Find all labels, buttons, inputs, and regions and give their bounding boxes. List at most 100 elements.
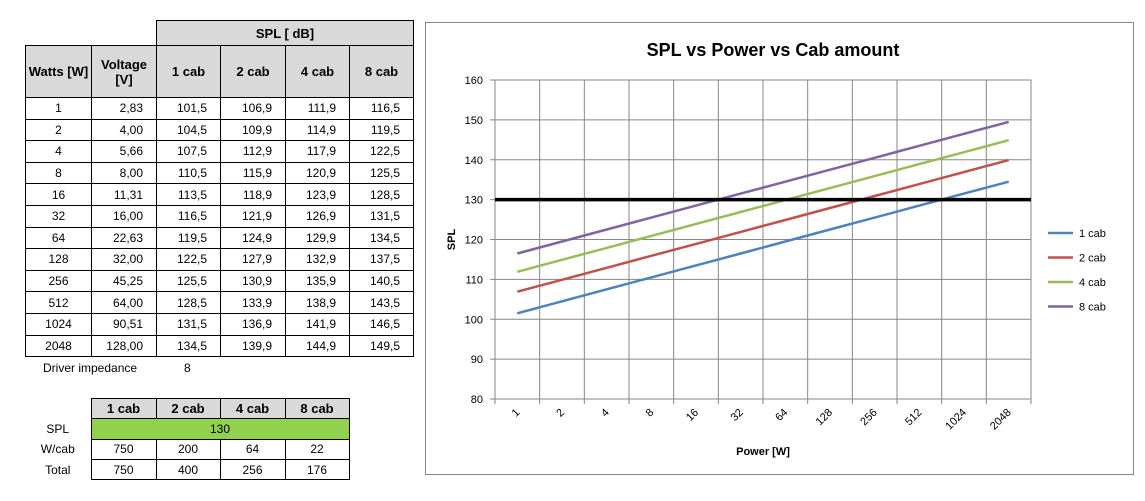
blank-cell [26, 21, 92, 46]
spl-table: SPL [ dB] Watts [W] Voltage [V] 1 cab 2 … [25, 20, 414, 358]
wcab-value: 64 [219, 438, 286, 460]
x-tick-label: 8 [644, 407, 657, 420]
y-tick-label: 80 [471, 394, 483, 406]
watts-cell: 8 [25, 161, 92, 185]
spl-cell: 112,9 [220, 140, 286, 163]
spl-cell: 139,9 [220, 334, 286, 358]
cab-header: 4 cab [285, 45, 350, 98]
spl-cell: 127,9 [220, 248, 286, 271]
x-tick-label: 1024 [943, 407, 969, 433]
spl-label: SPL [46, 421, 70, 436]
cab-header: 4 cab [219, 397, 286, 420]
legend-entry: 2 cab [1079, 253, 1106, 265]
watts-cell: 256 [25, 269, 92, 293]
spl-cell: 136,9 [220, 312, 286, 336]
spl-cell: 144,9 [285, 334, 350, 358]
x-tick-label: 16 [684, 407, 701, 424]
y-tick-label: 160 [465, 75, 483, 87]
voltage-cell: 64,00 [91, 291, 157, 314]
cab-header: 8 cab [284, 397, 350, 420]
spl-cell: 106,9 [220, 97, 286, 120]
table-row: 32 16,00 116,5 121,9 126,9 131,5 [25, 204, 414, 228]
y-tick-label: 150 [465, 115, 483, 127]
spl-cell: 128,5 [349, 183, 414, 206]
table-row: 512 64,00 128,5 133,9 138,9 143,5 [25, 291, 414, 314]
voltage-cell: 8,00 [91, 161, 157, 185]
blank-cell [92, 21, 157, 46]
spl-cell: 115,9 [220, 161, 286, 185]
spl-cell: 123,9 [285, 183, 350, 206]
table-row: 4 5,66 107,5 112,9 117,9 122,5 [25, 140, 414, 163]
cab-header: 8 cab [349, 45, 414, 98]
y-tick-label: 130 [465, 195, 483, 207]
x-tick-label: 1 [510, 407, 523, 420]
x-tick-label: 2048 [988, 407, 1014, 433]
watts-cell: 1 [25, 97, 92, 120]
cab-header: 2 cab [220, 45, 286, 98]
spl-cell: 125,5 [156, 269, 221, 293]
voltage-cell: 45,25 [91, 269, 157, 293]
impedance-label: Driver impedance [43, 361, 138, 375]
spl-cell: 114,9 [285, 118, 350, 142]
table-row: 1024 90,51 131,5 136,9 141,9 146,5 [25, 312, 414, 336]
wcab-value: 750 [90, 438, 157, 460]
total-value: 750 [90, 458, 157, 481]
x-tick-label: 2 [554, 407, 567, 420]
voltage-cell: 4,00 [91, 118, 157, 142]
spl-cell: 126,9 [285, 204, 350, 228]
voltage-header: Voltage [V] [91, 45, 157, 98]
wcab-value: 22 [284, 438, 350, 460]
legend-entry: 1 cab [1079, 228, 1106, 240]
spl-cell: 117,9 [285, 140, 350, 163]
watts-cell: 2048 [25, 334, 92, 358]
total-value: 176 [284, 458, 350, 481]
spl-cell: 131,5 [349, 204, 414, 228]
wcab-label: W/cab [40, 442, 75, 457]
voltage-cell: 5,66 [91, 140, 157, 163]
spl-cell: 141,9 [285, 312, 350, 336]
total-value: 256 [219, 458, 286, 481]
spl-cell: 107,5 [156, 140, 221, 163]
spl-chart: SPL vs Power vs Cab amount 80 90 100 110 120 1… [446, 40, 1106, 458]
watts-cell: 4 [25, 140, 92, 163]
spl-cell: 111,9 [285, 97, 350, 120]
y-tick-label: 120 [465, 235, 483, 247]
series-line-2 [516, 158, 1010, 293]
legend-entry: 8 cab [1079, 302, 1106, 314]
impedance-value: 8 [184, 361, 191, 375]
voltage-cell: 11,31 [91, 183, 157, 206]
cab-header: 1 cab [90, 397, 157, 420]
chart-area: SPL vs Power vs Cab amount 80 90 100 110 120 1… [425, 22, 1134, 475]
spl-cell: 146,5 [349, 312, 414, 336]
total-label: Total [45, 462, 71, 477]
table-row: 2048 128,00 134,5 139,9 144,9 149,5 [25, 334, 414, 358]
spl-cell: 133,9 [220, 291, 286, 314]
watts-cell: 2 [25, 118, 92, 142]
x-tick-label: 32 [729, 407, 746, 424]
spl-cell: 149,5 [349, 334, 414, 358]
spl-cell: 134,5 [156, 334, 221, 358]
x-tick-label: 256 [858, 407, 879, 428]
voltage-cell: 16,00 [91, 204, 157, 228]
spl-cell: 122,5 [349, 140, 414, 163]
voltage-cell: 2,83 [91, 97, 157, 120]
watts-cell: 128 [25, 248, 92, 271]
x-axis-label: Power [W] [736, 446, 790, 458]
watts-cell: 512 [25, 291, 92, 314]
cab-header: 2 cab [155, 397, 221, 420]
spl-cell: 130,9 [220, 269, 286, 293]
spl-cell: 120,9 [285, 161, 350, 185]
spl-cell: 134,5 [349, 226, 414, 250]
blank-cell [25, 399, 91, 419]
spl-cell: 143,5 [349, 291, 414, 314]
table-row: 1 2,83 101,5 106,9 111,9 116,5 [25, 97, 414, 120]
table-row: 8 8,00 110,5 115,9 120,9 125,5 [25, 161, 414, 185]
spl-cell: 119,5 [349, 118, 414, 142]
y-axis-label: SPL [446, 229, 458, 251]
voltage-cell: 90,51 [91, 312, 157, 336]
table-row: 16 11,31 113,5 118,9 123,9 128,5 [25, 183, 414, 206]
spl-cell: 124,9 [220, 226, 286, 250]
spl-cell: 137,5 [349, 248, 414, 271]
watts-header: Watts [W] [25, 45, 92, 98]
spl-cell: 113,5 [156, 183, 221, 206]
